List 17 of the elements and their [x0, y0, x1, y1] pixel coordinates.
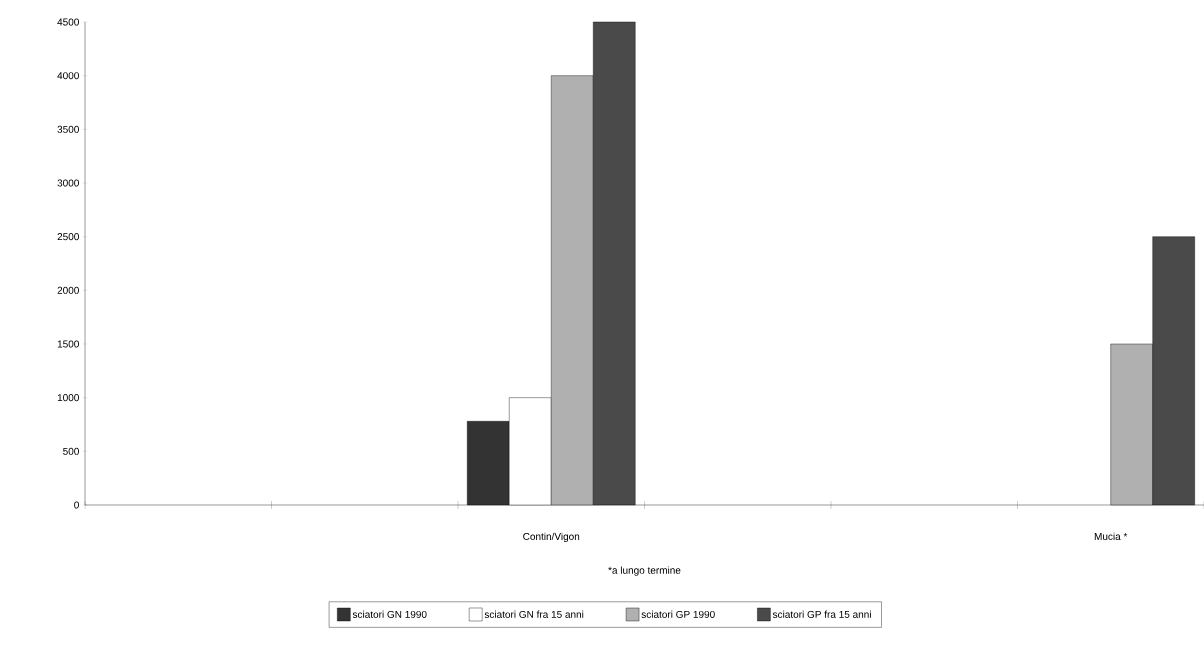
- legend-label: sciatori GN fra 15 anni: [484, 610, 584, 618]
- legend-label: sciatori GP 1990: [641, 610, 715, 618]
- legend-label: sciatori GP fra 15 anni: [772, 610, 871, 618]
- y-tick-label: 3000: [57, 179, 79, 187]
- legend-label: sciatori GN 1990: [352, 610, 427, 618]
- y-tick-label: 0: [74, 501, 79, 509]
- y-tick-label: 500: [63, 447, 79, 455]
- y-tick-label: 1000: [57, 394, 79, 402]
- y-tick-label: 4000: [57, 72, 79, 80]
- y-tick-label: 2000: [57, 286, 79, 294]
- x-tick-label: Mucia *: [1094, 532, 1128, 540]
- y-tick-label: 1500: [57, 340, 79, 348]
- text: *a lungo termine: [608, 566, 681, 576]
- x-tick-label: Contin/Vigon: [523, 532, 580, 542]
- y-tick-label: 3500: [57, 125, 79, 133]
- y-tick-label: 2500: [57, 233, 79, 241]
- y-tick-label: 4500: [57, 18, 79, 26]
